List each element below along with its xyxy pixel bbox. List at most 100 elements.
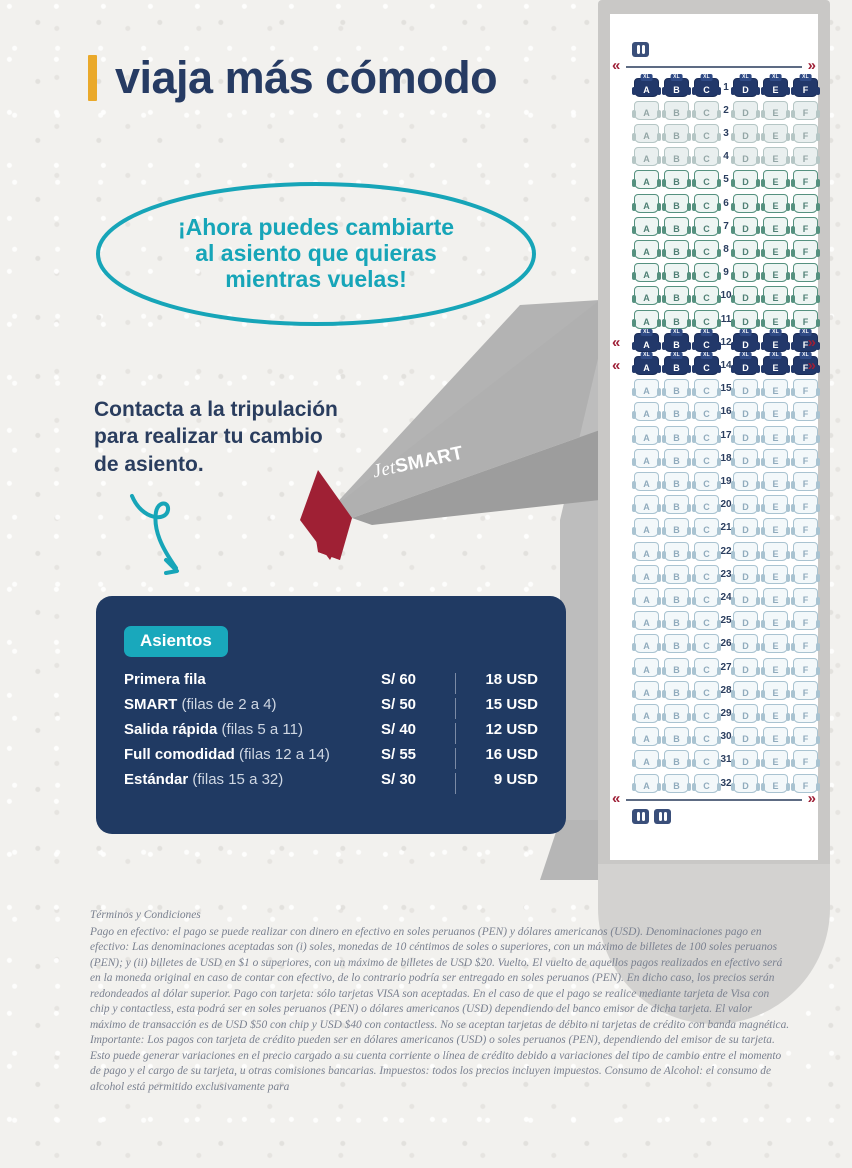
seat-D[interactable]: D — [731, 448, 760, 468]
seat-F[interactable]: F — [791, 193, 820, 213]
seat-B[interactable]: B — [662, 193, 691, 213]
seat-D[interactable]: D — [731, 425, 760, 445]
seat-D[interactable]: D — [731, 263, 760, 283]
seat-F[interactable]: F — [791, 657, 820, 677]
seat-A[interactable]: XL A — [632, 73, 661, 97]
seat-B[interactable]: B — [662, 564, 691, 584]
seat-F[interactable]: F — [791, 425, 820, 445]
seat-B[interactable]: XL B — [662, 73, 691, 97]
seat-C[interactable]: C — [692, 216, 721, 236]
seat-D[interactable]: D — [731, 518, 760, 538]
seat-D[interactable]: D — [731, 657, 760, 677]
seat-B[interactable]: B — [662, 309, 691, 329]
seat-C[interactable]: C — [692, 123, 721, 143]
seat-B[interactable]: B — [662, 263, 691, 283]
seat-E[interactable]: XL E — [761, 73, 790, 97]
seat-A[interactable]: A — [632, 703, 661, 723]
seat-A[interactable]: A — [632, 657, 661, 677]
seat-F[interactable]: XL F — [791, 351, 820, 375]
seat-E[interactable]: E — [761, 518, 790, 538]
seat-F[interactable]: F — [791, 379, 820, 399]
seat-A[interactable]: A — [632, 425, 661, 445]
seat-B[interactable]: XL B — [662, 328, 691, 352]
seat-D[interactable]: D — [731, 727, 760, 747]
seat-A[interactable]: A — [632, 773, 661, 793]
seat-D[interactable]: D — [731, 587, 760, 607]
seat-D[interactable]: D — [731, 634, 760, 654]
seat-E[interactable]: E — [761, 703, 790, 723]
seat-C[interactable]: C — [692, 773, 721, 793]
seat-D[interactable]: D — [731, 239, 760, 259]
seat-F[interactable]: F — [791, 773, 820, 793]
seat-F[interactable]: F — [791, 216, 820, 236]
seat-E[interactable]: E — [761, 611, 790, 631]
seat-B[interactable]: B — [662, 425, 691, 445]
seat-F[interactable]: F — [791, 123, 820, 143]
seat-A[interactable]: A — [632, 495, 661, 515]
seat-B[interactable]: B — [662, 402, 691, 422]
seat-D[interactable]: D — [731, 193, 760, 213]
seat-F[interactable]: F — [791, 100, 820, 120]
seat-D[interactable]: D — [731, 379, 760, 399]
seat-C[interactable]: C — [692, 703, 721, 723]
seat-B[interactable]: B — [662, 495, 691, 515]
seat-E[interactable]: E — [761, 657, 790, 677]
seat-F[interactable]: F — [791, 402, 820, 422]
seat-D[interactable]: D — [731, 100, 760, 120]
seat-C[interactable]: C — [692, 750, 721, 770]
seat-B[interactable]: B — [662, 750, 691, 770]
seat-C[interactable]: C — [692, 448, 721, 468]
seat-D[interactable]: D — [731, 773, 760, 793]
seat-B[interactable]: B — [662, 471, 691, 491]
seat-A[interactable]: A — [632, 471, 661, 491]
seat-F[interactable]: XL F — [791, 73, 820, 97]
seat-B[interactable]: B — [662, 100, 691, 120]
seat-D[interactable]: D — [731, 541, 760, 561]
seat-F[interactable]: F — [791, 286, 820, 306]
seat-B[interactable]: B — [662, 657, 691, 677]
seat-D[interactable]: D — [731, 564, 760, 584]
seat-D[interactable]: D — [731, 216, 760, 236]
seat-F[interactable]: F — [791, 147, 820, 167]
seat-A[interactable]: A — [632, 518, 661, 538]
seat-A[interactable]: A — [632, 611, 661, 631]
seat-E[interactable]: E — [761, 100, 790, 120]
seat-C[interactable]: C — [692, 379, 721, 399]
seat-E[interactable]: E — [761, 564, 790, 584]
seat-B[interactable]: B — [662, 147, 691, 167]
seat-A[interactable]: A — [632, 587, 661, 607]
seat-B[interactable]: B — [662, 170, 691, 190]
seat-A[interactable]: A — [632, 123, 661, 143]
seat-C[interactable]: C — [692, 518, 721, 538]
seat-E[interactable]: E — [761, 239, 790, 259]
seat-C[interactable]: C — [692, 680, 721, 700]
seat-D[interactable]: D — [731, 611, 760, 631]
seat-C[interactable]: C — [692, 495, 721, 515]
seat-C[interactable]: C — [692, 263, 721, 283]
seat-E[interactable]: E — [761, 425, 790, 445]
seat-F[interactable]: F — [791, 471, 820, 491]
seat-C[interactable]: C — [692, 425, 721, 445]
seat-E[interactable]: E — [761, 402, 790, 422]
seat-F[interactable]: F — [791, 727, 820, 747]
seat-A[interactable]: A — [632, 170, 661, 190]
seat-A[interactable]: A — [632, 263, 661, 283]
seat-A[interactable]: A — [632, 147, 661, 167]
seat-F[interactable]: F — [791, 170, 820, 190]
seat-A[interactable]: XL A — [632, 351, 661, 375]
seat-E[interactable]: E — [761, 587, 790, 607]
seat-F[interactable]: F — [791, 309, 820, 329]
seat-C[interactable]: C — [692, 309, 721, 329]
seat-E[interactable]: E — [761, 263, 790, 283]
seat-F[interactable]: F — [791, 448, 820, 468]
seat-E[interactable]: E — [761, 448, 790, 468]
seat-C[interactable]: C — [692, 657, 721, 677]
seat-A[interactable]: A — [632, 402, 661, 422]
seat-E[interactable]: E — [761, 216, 790, 236]
seat-F[interactable]: F — [791, 263, 820, 283]
seat-A[interactable]: A — [632, 541, 661, 561]
seat-F[interactable]: F — [791, 541, 820, 561]
seat-D[interactable]: D — [731, 495, 760, 515]
seat-C[interactable]: C — [692, 239, 721, 259]
seat-B[interactable]: B — [662, 379, 691, 399]
